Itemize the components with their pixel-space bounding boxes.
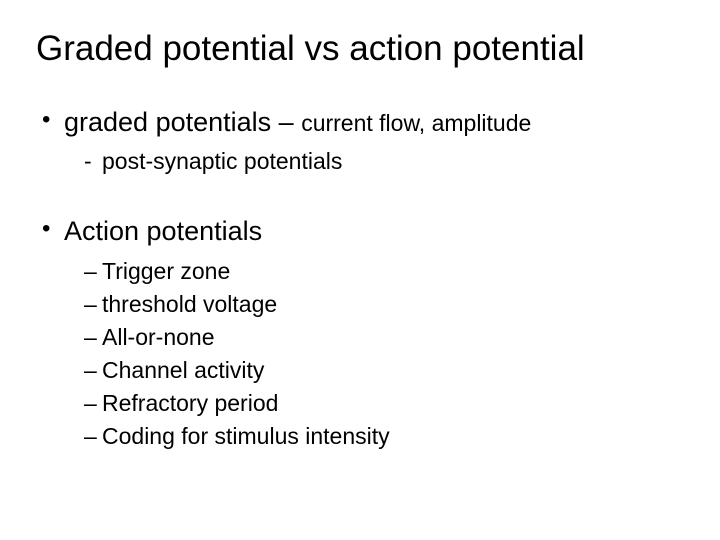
list-item: All-or-none (84, 322, 684, 353)
bullet-list: graded potentials – current flow, amplit… (36, 104, 684, 177)
bullet-text-sub: current flow, amplitude (301, 110, 531, 136)
slide: Graded potential vs action potential gra… (0, 0, 720, 540)
bullet-text-main: Action potentials (64, 216, 262, 246)
sub-list: Trigger zone threshold voltage All-or-no… (64, 256, 684, 452)
list-item: Refractory period (84, 388, 684, 419)
slide-title: Graded potential vs action potential (36, 28, 684, 70)
list-item: threshold voltage (84, 289, 684, 320)
bullet-list: Action potentials Trigger zone threshold… (36, 213, 684, 452)
list-item: Channel activity (84, 355, 684, 386)
list-item: Trigger zone (84, 256, 684, 287)
bullet-text-main: graded potentials – (64, 107, 301, 137)
list-item: Action potentials Trigger zone threshold… (36, 213, 684, 452)
list-item: graded potentials – current flow, amplit… (36, 104, 684, 177)
sub-list: post-synaptic potentials (64, 146, 684, 177)
list-item: Coding for stimulus intensity (84, 421, 684, 452)
list-item: post-synaptic potentials (84, 146, 684, 177)
spacer (36, 185, 684, 213)
